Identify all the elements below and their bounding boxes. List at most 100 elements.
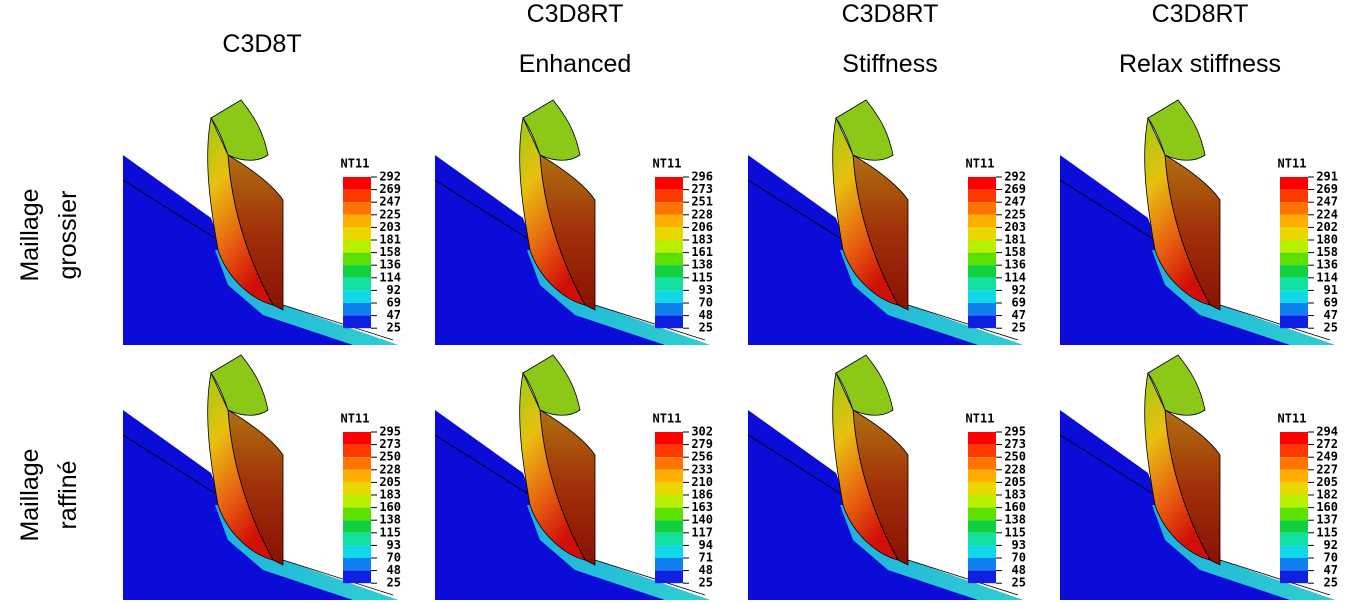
legend-label: 69 <box>1012 296 1026 310</box>
legend-band <box>968 177 996 190</box>
legend-label: 181 <box>1004 233 1026 247</box>
edge-line <box>594 559 706 596</box>
legend-label: 269 <box>1004 182 1026 196</box>
tool-top <box>522 354 581 416</box>
legend-band <box>1280 532 1308 546</box>
legend-band <box>343 290 371 303</box>
legend-label: 25 <box>1012 321 1026 335</box>
legend-label: 93 <box>387 538 401 552</box>
legend-band <box>1280 303 1308 316</box>
legend-label: 183 <box>691 233 713 247</box>
legend-label: 295 <box>379 425 401 439</box>
legend-label: 93 <box>1012 538 1026 552</box>
workpiece <box>748 410 1023 600</box>
legend-label: 138 <box>691 258 713 272</box>
legend-band <box>343 444 371 458</box>
legend-band <box>1280 265 1308 278</box>
legend-label: 233 <box>691 462 713 476</box>
legend-band <box>343 520 371 533</box>
legend-band <box>968 189 996 203</box>
legend-band <box>655 495 683 508</box>
legend-band <box>655 457 683 470</box>
legend-label: 224 <box>1316 207 1338 221</box>
column-header: Enhanced <box>519 50 632 78</box>
legend-label: 115 <box>379 525 401 539</box>
legend-title: NT11 <box>1278 412 1307 426</box>
workpiece-strip <box>840 505 1023 600</box>
legend-title: NT11 <box>966 157 995 171</box>
legend-band <box>343 495 371 508</box>
workpiece <box>1060 155 1335 345</box>
legend-label: 203 <box>379 220 401 234</box>
legend-band <box>1280 227 1308 240</box>
edge-line <box>282 559 394 596</box>
legend-band <box>343 240 371 253</box>
legend-title: NT11 <box>341 412 370 426</box>
legend-band <box>1280 290 1308 303</box>
legend-label: 138 <box>379 513 401 527</box>
legend-label: 291 <box>1316 170 1338 184</box>
legend-band <box>1280 189 1308 203</box>
legend-label: 292 <box>1004 170 1026 184</box>
legend-label: 92 <box>387 283 401 297</box>
legend-label: 48 <box>1012 563 1026 577</box>
legend-label: 25 <box>387 576 401 590</box>
legend-label: 70 <box>387 551 401 565</box>
legend-band <box>655 315 683 329</box>
legend-label: 296 <box>691 170 713 184</box>
legend-band <box>1280 277 1308 291</box>
legend-label: 202 <box>1316 220 1338 234</box>
workpiece-strip <box>1152 250 1335 345</box>
legend-label: 91 <box>1324 283 1338 297</box>
legend-band <box>655 520 683 533</box>
legend-label: 48 <box>387 563 401 577</box>
legend-label: 136 <box>1316 258 1338 272</box>
legend-band <box>655 545 683 558</box>
legend-label: 183 <box>1004 488 1026 502</box>
legend-band <box>968 482 996 495</box>
legend-band <box>1280 545 1308 558</box>
workpiece <box>123 155 398 345</box>
legend-band <box>968 214 996 228</box>
legend-band <box>343 532 371 546</box>
legend-label: 160 <box>1004 500 1026 514</box>
legend-label: 92 <box>1012 283 1026 297</box>
edge-line <box>907 559 1019 596</box>
column-header: Stiffness <box>842 50 937 78</box>
legend-band <box>655 290 683 303</box>
legend-label: 295 <box>1004 425 1026 439</box>
legend-label: 140 <box>691 513 713 527</box>
legend-band <box>655 532 683 546</box>
legend-label: 70 <box>1324 551 1338 565</box>
legend-label: 160 <box>1316 500 1338 514</box>
legend-band <box>968 532 996 546</box>
legend-label: 292 <box>379 170 401 184</box>
legend-label: 161 <box>691 245 713 259</box>
tool-top <box>1147 99 1206 161</box>
legend-title: NT11 <box>1278 157 1307 171</box>
tool-front <box>519 371 586 561</box>
legend-label: 205 <box>379 475 401 489</box>
tool-top <box>1147 354 1206 416</box>
legend-band <box>968 570 996 584</box>
legend-label: 160 <box>379 500 401 514</box>
legend-label: 279 <box>691 437 713 451</box>
legend-band <box>655 482 683 495</box>
legend-band <box>1280 432 1308 445</box>
legend-label: 256 <box>691 450 713 464</box>
legend-label: 158 <box>1316 245 1338 259</box>
legend-band <box>1280 315 1308 329</box>
workpiece-strip <box>840 250 1023 345</box>
legend-band <box>343 252 371 266</box>
legend-band <box>343 315 371 329</box>
legend-band <box>655 277 683 291</box>
legend-label: 225 <box>1004 207 1026 221</box>
legend-label: 114 <box>1316 270 1338 284</box>
legend-label: 136 <box>1004 258 1026 272</box>
legend-label: 227 <box>1316 462 1338 476</box>
legend-label: 136 <box>379 258 401 272</box>
legend-label: 25 <box>387 321 401 335</box>
